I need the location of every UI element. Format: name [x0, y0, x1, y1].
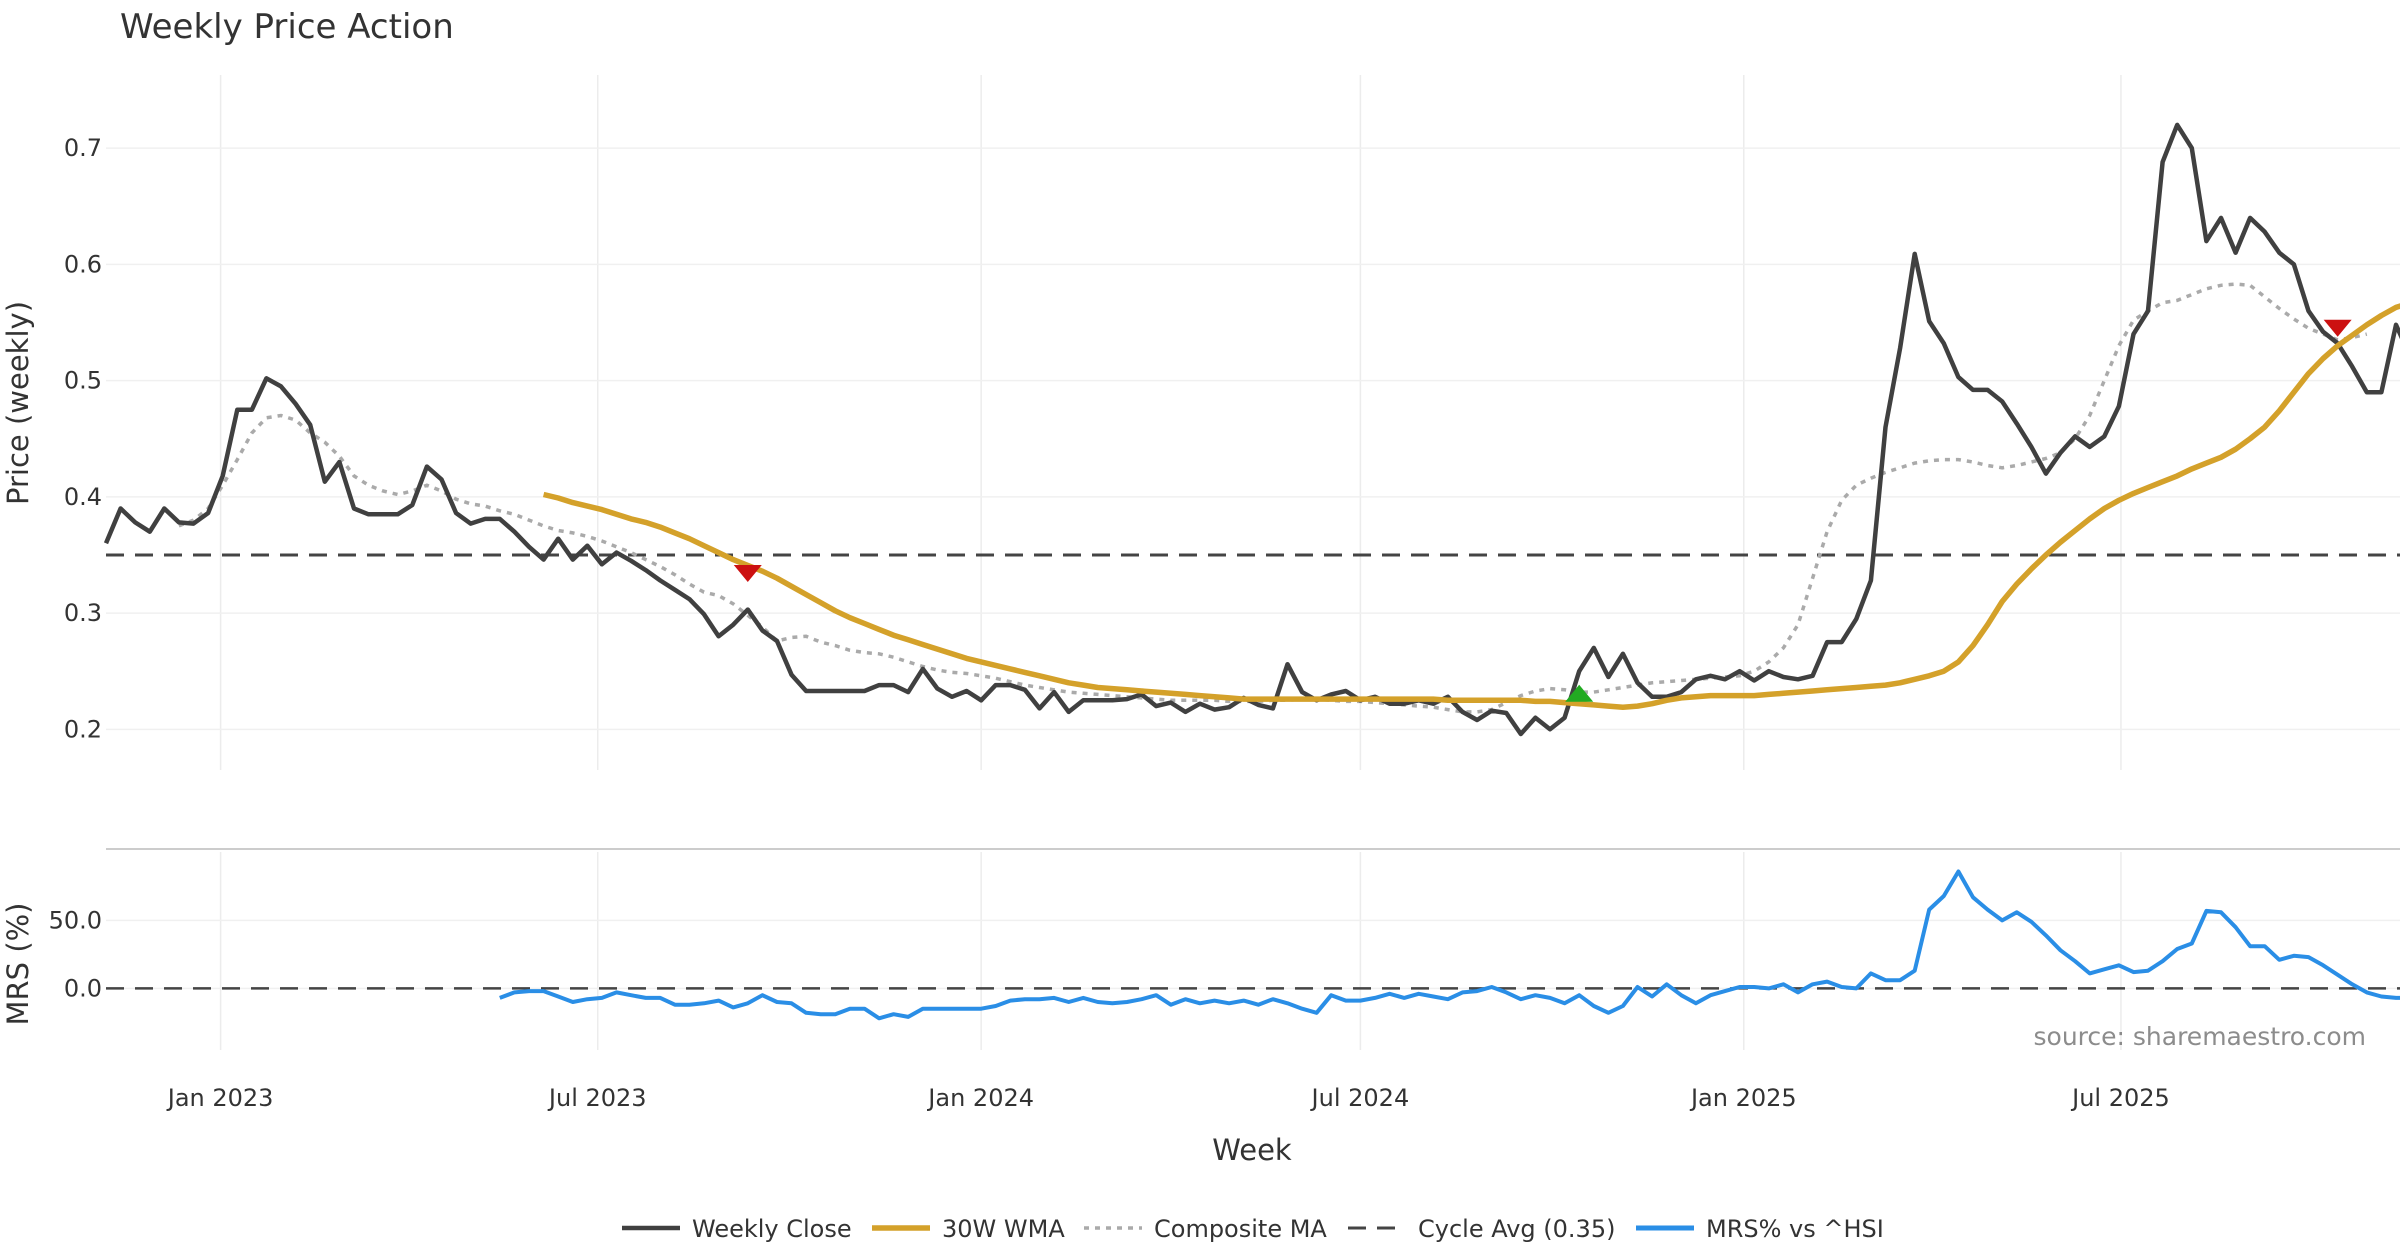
y-tick-labels: 0.2 0.3 0.4 0.5 0.6 0.7 0.0 50.0	[49, 134, 102, 1002]
legend-label: Composite MA	[1154, 1215, 1327, 1243]
legend: Weekly Close 30W WMA Composite MA Cycle Avg…	[622, 1215, 1884, 1243]
legend-item: MRS% vs ^HSI	[1636, 1215, 1884, 1243]
source-label: source: sharemaestro.com	[2034, 1022, 2367, 1051]
sell-signal-marker	[733, 565, 762, 583]
x-tick-label: Jul 2023	[547, 1084, 647, 1112]
price-y-axis-label: Price (weekly)	[1, 301, 35, 505]
x-grid-mrs	[219, 852, 2122, 1050]
composite-ma-line	[178, 282, 2368, 714]
mrs-y-axis-label: MRS (%)	[1, 903, 35, 1026]
legend-label: 30W WMA	[942, 1215, 1065, 1243]
legend-item: Cycle Avg (0.35)	[1348, 1215, 1615, 1243]
mrs-y-tick-label: 0.0	[64, 974, 102, 1002]
x-grid-price	[219, 75, 2122, 770]
x-axis-label: Week	[1212, 1133, 1292, 1167]
legend-label: MRS% vs ^HSI	[1706, 1215, 1884, 1243]
legend-label: Weekly Close	[692, 1215, 852, 1243]
price-y-tick-label: 0.4	[64, 483, 102, 511]
legend-item: 30W WMA	[872, 1215, 1065, 1243]
y-grid	[106, 147, 2400, 990]
x-tick-label: Jan 2024	[926, 1084, 1034, 1112]
price-y-tick-label: 0.7	[64, 134, 102, 162]
wma-30w-line	[542, 303, 2400, 710]
x-tick-label: Jul 2024	[1310, 1084, 1410, 1112]
price-y-tick-label: 0.2	[64, 715, 102, 743]
series-layer	[103, 122, 2400, 1021]
chart-title: Weekly Price Action	[120, 7, 454, 47]
mrs-line	[499, 869, 2400, 1021]
weekly-close-line	[103, 122, 2400, 737]
price-y-tick-label: 0.6	[64, 250, 102, 278]
legend-label: Cycle Avg (0.35)	[1418, 1215, 1615, 1243]
x-tick-label: Jul 2025	[2070, 1084, 2170, 1112]
price-y-tick-label: 0.5	[64, 367, 102, 395]
signal-markers	[733, 319, 2352, 702]
x-tick-label: Jan 2025	[1689, 1084, 1797, 1112]
mrs-y-tick-label: 50.0	[49, 906, 102, 934]
price-y-tick-label: 0.3	[64, 599, 102, 627]
buy-signal-marker	[1565, 684, 1594, 702]
x-tick-label: Jan 2023	[166, 1084, 274, 1112]
legend-item: Composite MA	[1084, 1215, 1327, 1243]
sell-signal-marker	[2323, 319, 2352, 337]
legend-item: Weekly Close	[622, 1215, 852, 1243]
x-tick-labels: Jan 2023 Jul 2023 Jan 2024 Jul 2024 Jan 2025…	[166, 1084, 2170, 1112]
